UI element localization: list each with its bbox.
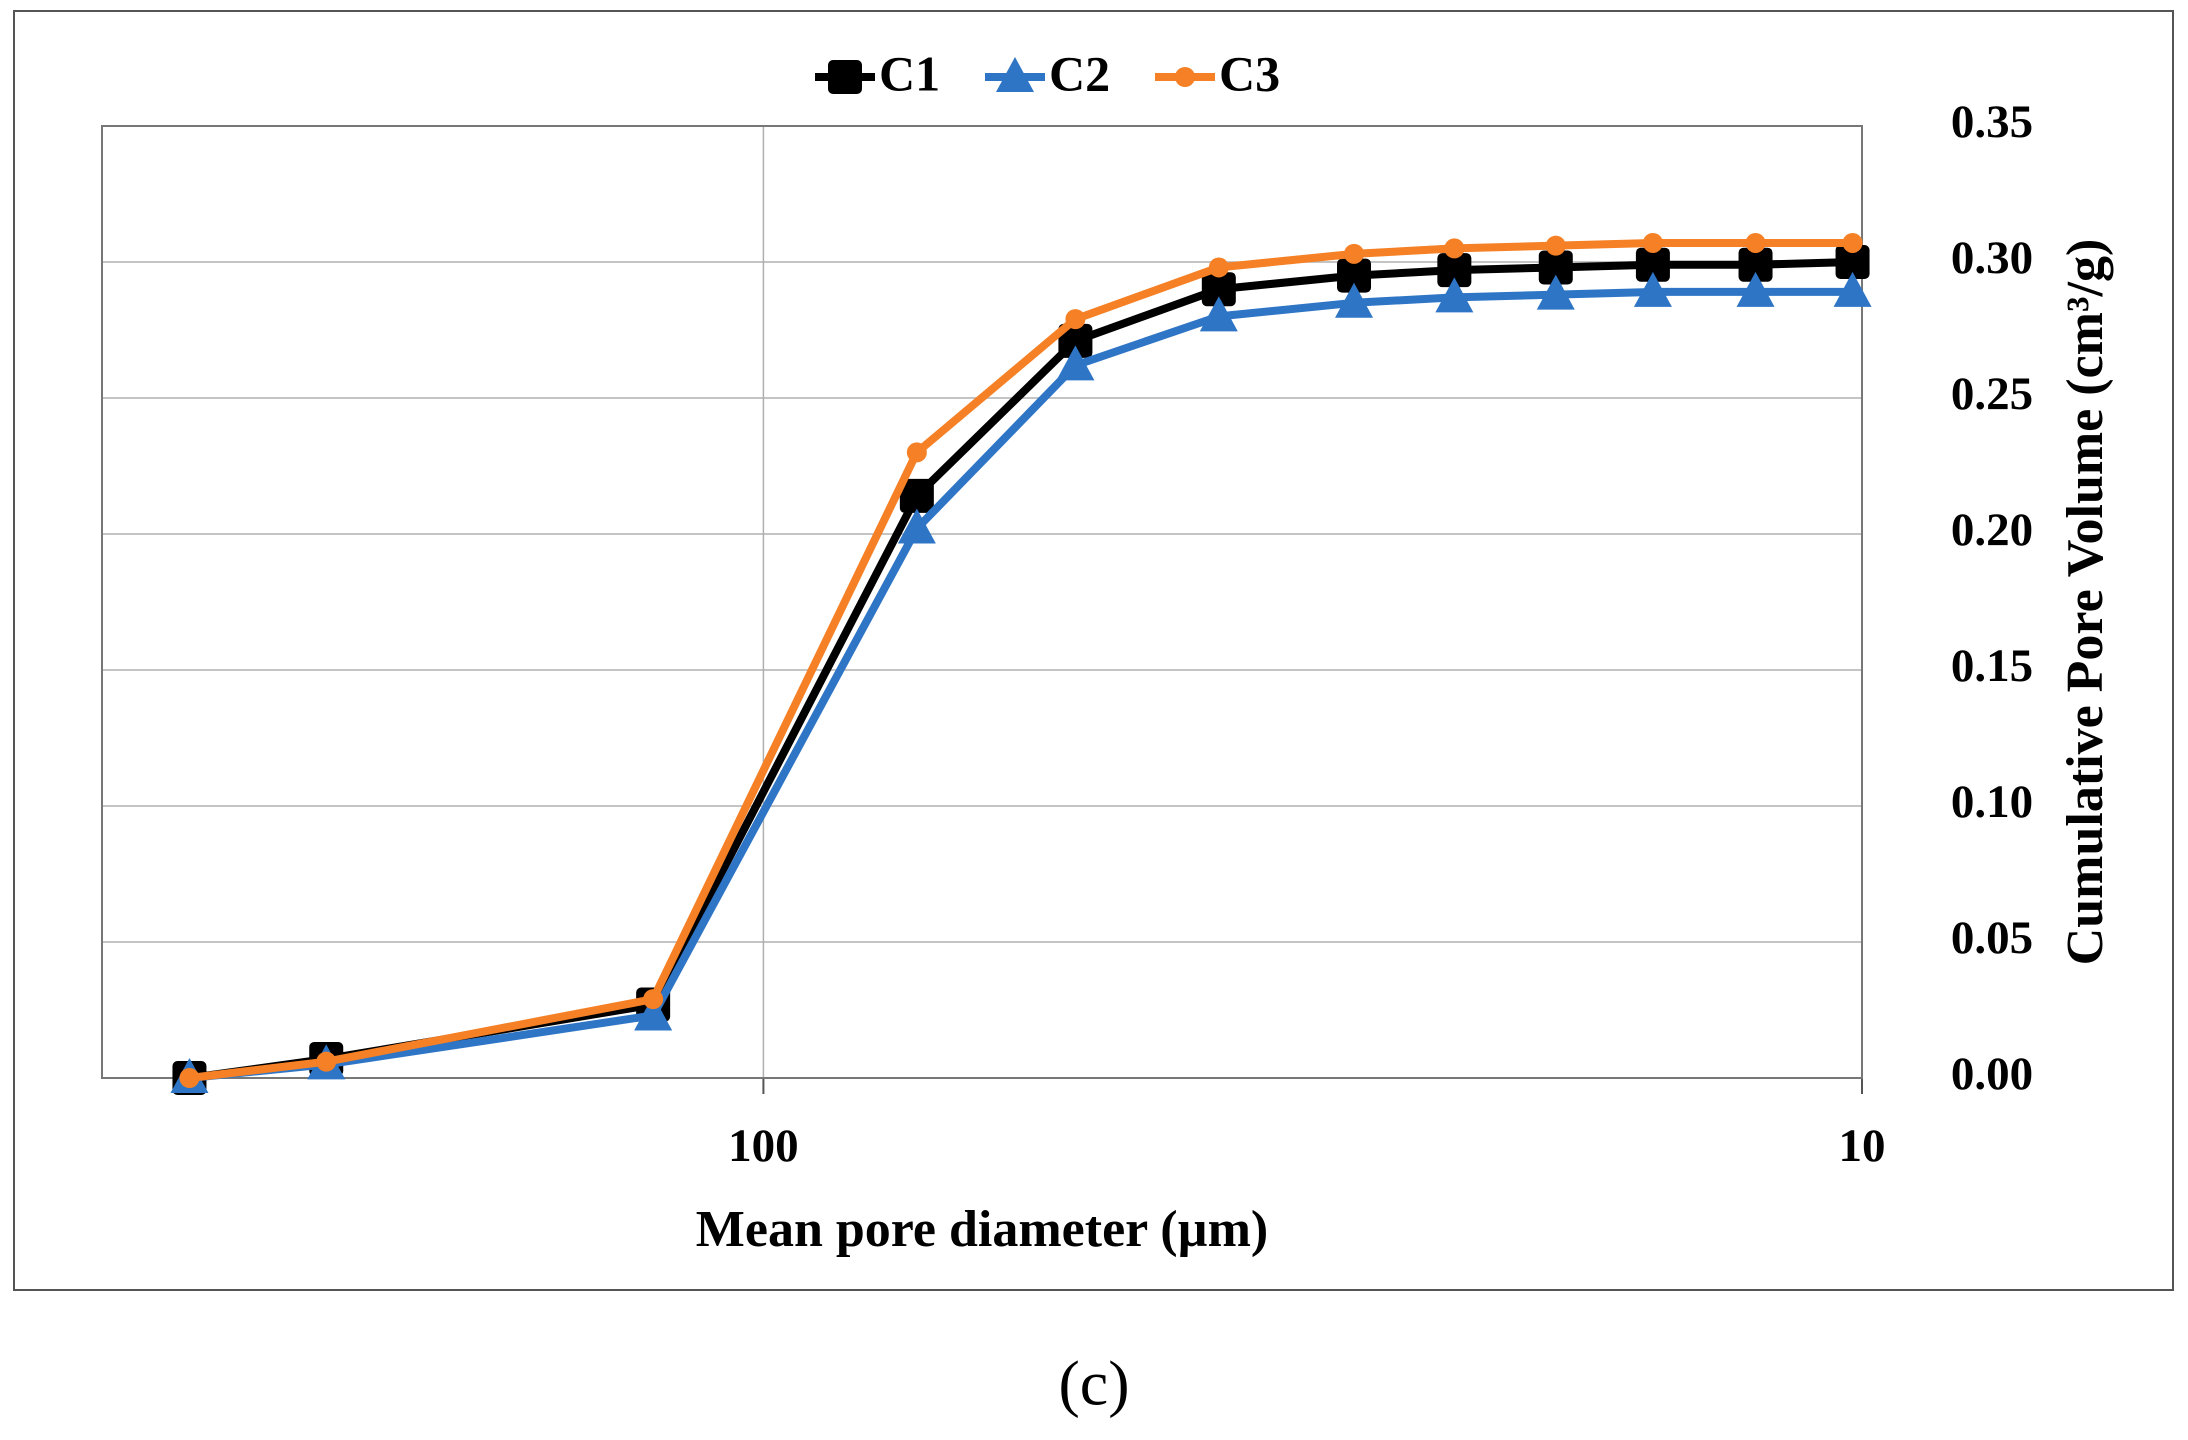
data-point <box>1736 271 1775 307</box>
data-point <box>1633 271 1672 307</box>
y-tick-label: 0.00 <box>1951 1048 2033 1100</box>
data-point <box>1208 257 1229 278</box>
data-point <box>179 1068 200 1088</box>
series-line <box>188 258 1853 1082</box>
legend-label: C2 <box>1049 45 1110 101</box>
data-point <box>897 508 936 544</box>
data-point <box>1344 243 1365 264</box>
y-tick-label: 0.30 <box>1951 232 2033 284</box>
data-point <box>1437 253 1472 288</box>
data-point <box>1444 238 1465 259</box>
series-line <box>188 238 1853 1082</box>
series-line <box>189 287 1853 1082</box>
data-point <box>1335 282 1374 318</box>
caption: (c) <box>1058 1348 1129 1419</box>
data-point <box>1435 277 1474 313</box>
data-point <box>1545 235 1566 256</box>
legend-marker <box>1175 67 1195 87</box>
legend-marker <box>996 57 1034 92</box>
y-axis-title: Cumulative Pore Volume (cm³/g) <box>2057 239 2114 966</box>
data-point <box>1738 247 1773 282</box>
data-point <box>1199 296 1238 332</box>
x-axis-title: Mean pore diameter (µm) <box>696 1201 1268 1258</box>
data-point <box>1833 271 1872 307</box>
legend-marker <box>828 60 862 94</box>
y-tick-label: 0.10 <box>1951 776 2033 828</box>
x-tick-label: 10 <box>1839 1120 1886 1172</box>
data-point <box>906 442 927 463</box>
chart-border <box>13 10 2174 1291</box>
y-tick-label: 0.25 <box>1951 368 2033 420</box>
data-point <box>634 995 673 1031</box>
data-point <box>1745 232 1766 253</box>
data-point <box>1201 272 1236 307</box>
legend-label: C1 <box>879 45 940 101</box>
data-point <box>1642 232 1663 253</box>
data-point <box>643 989 664 1010</box>
data-point <box>1835 245 1870 279</box>
data-point <box>899 478 934 513</box>
data-point <box>1065 309 1086 330</box>
plot-area <box>101 125 1863 1079</box>
data-point <box>1056 345 1095 381</box>
data-point <box>1536 274 1575 310</box>
data-point <box>1058 323 1093 358</box>
legend-label: C3 <box>1219 45 1280 101</box>
y-tick-label: 0.35 <box>1951 96 2033 148</box>
data-point <box>1337 258 1372 293</box>
x-tick-label: 100 <box>728 1120 799 1172</box>
data-point <box>1538 250 1573 285</box>
data-point <box>316 1051 337 1072</box>
y-tick-label: 0.05 <box>1951 912 2033 964</box>
data-point <box>1842 232 1863 253</box>
y-tick-label: 0.20 <box>1951 504 2033 556</box>
y-tick-label: 0.15 <box>1951 640 2033 692</box>
data-point <box>1635 247 1670 282</box>
